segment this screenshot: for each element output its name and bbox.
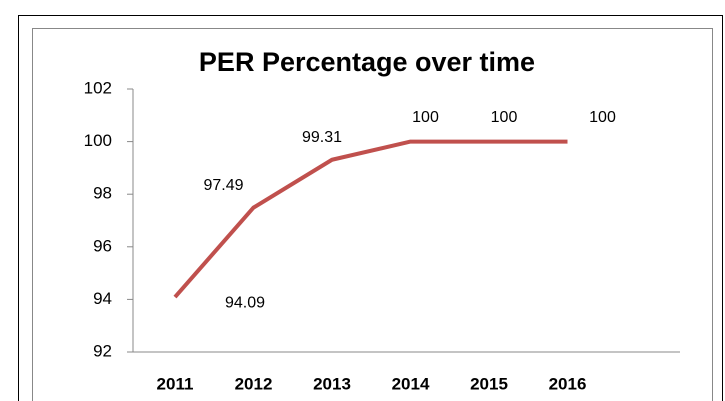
- y-tick-label: 100: [84, 131, 112, 150]
- data-label: 100: [589, 109, 616, 126]
- y-tick-label: 96: [93, 236, 112, 255]
- x-tick-label: 2015: [470, 374, 508, 393]
- data-label: 100: [491, 109, 518, 126]
- y-tick-label: 102: [84, 78, 112, 97]
- y-tick-label: 98: [93, 184, 112, 203]
- line: [173, 139, 568, 299]
- x-tick-label: 2014: [392, 374, 430, 393]
- x-tick-label: 2012: [235, 374, 273, 393]
- y-tick-label: 92: [93, 341, 112, 360]
- x-tick-label: 2016: [549, 374, 587, 393]
- data-label: 94.09: [225, 294, 265, 311]
- chart-title: PER Percentage over time: [199, 47, 535, 77]
- x-tick-label: 2011: [157, 374, 194, 393]
- outer-frame: [18, 15, 723, 401]
- chart-frame: [32, 28, 713, 401]
- y-tick-label: 94: [93, 289, 112, 308]
- data-label: 99.31: [302, 129, 342, 146]
- data-label: 100: [412, 109, 439, 126]
- x-tick-label: 2013: [313, 374, 351, 393]
- data-label: 97.49: [203, 177, 243, 194]
